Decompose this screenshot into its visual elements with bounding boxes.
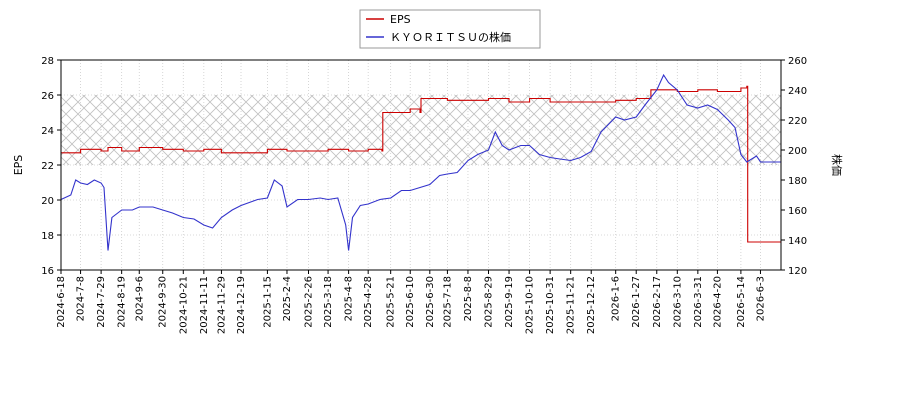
- x-tick-label: 2024-9-6: [134, 276, 145, 321]
- y-right-tick-label: 160: [788, 206, 807, 217]
- x-tick-label: 2025-1-15: [262, 276, 273, 328]
- x-tick-label: 2025-10-31: [545, 276, 556, 334]
- x-tick-label: 2024-8-19: [117, 276, 128, 328]
- x-tick-label: 2025-2-4: [282, 276, 293, 321]
- y-right-tick-label: 120: [788, 266, 807, 277]
- y-right-tick-label: 240: [788, 86, 807, 97]
- x-tick-label: 2024-7-8: [76, 276, 87, 321]
- x-tick-label: 2025-3-18: [323, 276, 334, 328]
- y-left-tick-label: 22: [41, 161, 54, 172]
- y-right-tick-label: 180: [788, 176, 807, 187]
- stock-price-series-line: [61, 73, 781, 251]
- x-tick-label: 2025-8-29: [484, 276, 495, 328]
- x-tick-label: 2025-4-8: [344, 276, 355, 321]
- x-tick-label: 2026-6-3: [755, 276, 766, 321]
- legend-price-label: ＫＹＯＲＩＴＳＵの株価: [390, 30, 511, 44]
- x-tick-label: 2025-7-18: [442, 276, 453, 328]
- x-tick-label: 2024-10-21: [178, 276, 189, 334]
- x-tick-label: 2025-4-28: [363, 276, 374, 328]
- x-tick-label: 2025-2-26: [304, 276, 315, 328]
- x-tick-label: 2025-11-21: [566, 276, 577, 334]
- legend-eps-label: EPS: [390, 13, 411, 26]
- x-tick-label: 2026-5-14: [736, 276, 747, 328]
- x-tick-label: 2025-12-12: [586, 276, 597, 334]
- x-tick-label: 2026-1-6: [611, 276, 622, 321]
- x-tick-label: 2025-6-30: [425, 276, 436, 328]
- y-left-tick-label: 24: [41, 126, 54, 137]
- x-tick-label: 2025-9-19: [504, 276, 515, 328]
- x-tick-label: 2026-3-10: [672, 276, 683, 328]
- y-right-tick-label: 200: [788, 146, 807, 157]
- x-tick-label: 2024-9-30: [158, 276, 169, 328]
- y-left-tick-label: 18: [41, 231, 54, 242]
- x-tick-label: 2026-1-27: [631, 276, 642, 328]
- x-tick-label: 2024-11-11: [199, 276, 210, 334]
- y-left-tick-label: 16: [41, 266, 54, 277]
- legend: EPS ＫＹＯＲＩＴＳＵの株価: [359, 9, 541, 49]
- y-left-tick-label: 20: [41, 196, 54, 207]
- x-tick-label: 2026-2-17: [652, 276, 663, 328]
- y-right-tick-label: 260: [788, 56, 807, 67]
- series-layer: [61, 73, 781, 251]
- y-right-axis-title: 株価: [830, 154, 844, 176]
- x-tick-label: 2025-10-10: [525, 276, 536, 334]
- x-tick-label: 2024-11-29: [216, 276, 227, 334]
- y-left-tick-label: 28: [41, 56, 54, 67]
- x-tick-label: 2025-6-10: [405, 276, 416, 328]
- x-tick-label: 2024-6-18: [56, 276, 67, 328]
- legend-box: [359, 9, 541, 49]
- x-tick-label: 2024-7-29: [96, 276, 107, 328]
- y-right-ticks: 120 140 160 180 200 220 240 260: [781, 56, 807, 277]
- x-tick-label: 2026-3-31: [693, 276, 704, 328]
- x-tick-label: 2025-5-21: [386, 276, 397, 328]
- x-ticks: 2024-6-18 2024-7-8 2024-7-29 2024-8-19 2024-…: [56, 270, 766, 334]
- x-tick-label: 2025-8-8: [463, 276, 474, 321]
- y-left-axis-title: EPS: [12, 155, 25, 176]
- y-left-ticks: 16 18 20 22 24 26 28: [41, 56, 61, 277]
- y-left-tick-label: 26: [41, 91, 54, 102]
- y-right-tick-label: 140: [788, 236, 807, 247]
- y-right-tick-label: 220: [788, 116, 807, 127]
- x-tick-label: 2024-12-19: [236, 276, 247, 334]
- x-tick-label: 2026-4-20: [712, 276, 723, 328]
